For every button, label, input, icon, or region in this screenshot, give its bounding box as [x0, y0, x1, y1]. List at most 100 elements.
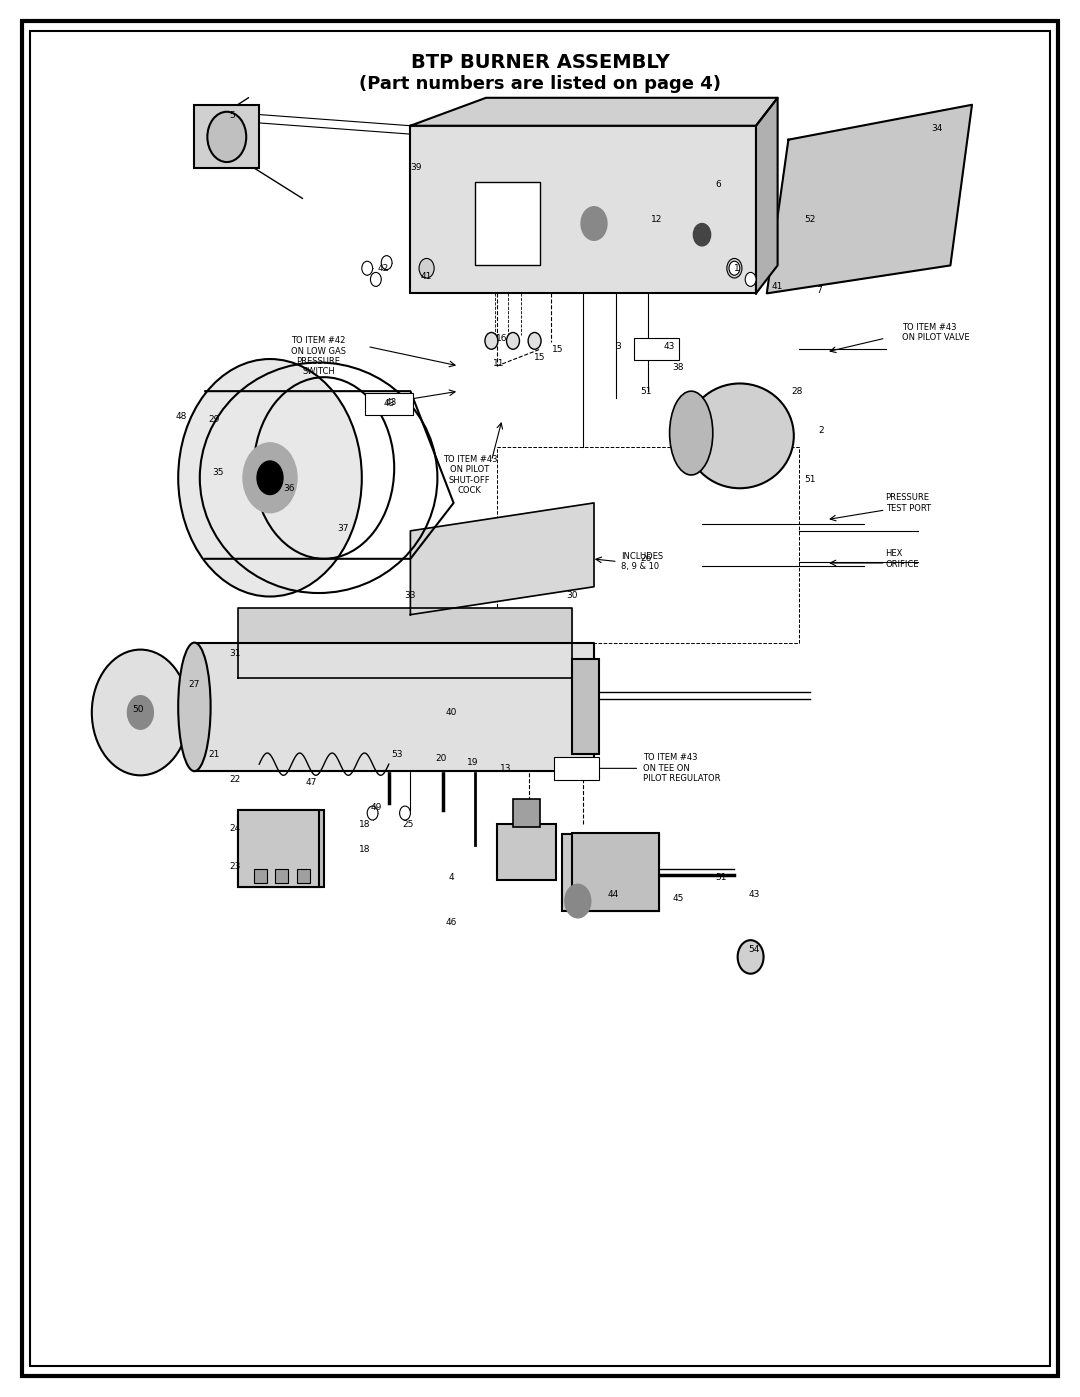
- Polygon shape: [756, 98, 778, 293]
- Text: 41: 41: [421, 272, 432, 281]
- Text: 21: 21: [208, 750, 219, 759]
- Text: 44: 44: [608, 890, 619, 898]
- Circle shape: [207, 112, 246, 162]
- Text: 39: 39: [410, 163, 421, 172]
- Text: 15: 15: [552, 345, 563, 353]
- Circle shape: [693, 224, 711, 246]
- Text: 49: 49: [370, 803, 381, 812]
- Bar: [572, 659, 599, 754]
- Circle shape: [729, 261, 740, 275]
- Polygon shape: [238, 608, 572, 678]
- Text: 51: 51: [805, 475, 815, 483]
- Text: 43: 43: [386, 398, 396, 407]
- Bar: [275, 869, 288, 883]
- Text: 45: 45: [673, 894, 684, 902]
- Circle shape: [727, 258, 742, 278]
- Circle shape: [581, 207, 607, 240]
- Text: 48: 48: [176, 412, 187, 420]
- Bar: [297, 869, 310, 883]
- Text: 29: 29: [208, 415, 219, 423]
- Text: 33: 33: [405, 591, 416, 599]
- Ellipse shape: [670, 391, 713, 475]
- Text: 16: 16: [497, 334, 508, 342]
- Polygon shape: [410, 503, 594, 615]
- Text: 53: 53: [392, 750, 403, 759]
- Text: 36: 36: [284, 485, 295, 493]
- Circle shape: [362, 261, 373, 275]
- Text: 47: 47: [306, 778, 316, 787]
- Bar: [194, 105, 259, 168]
- Ellipse shape: [686, 383, 794, 489]
- Circle shape: [178, 359, 362, 597]
- Ellipse shape: [178, 643, 211, 771]
- Text: 30: 30: [567, 591, 578, 599]
- Text: 28: 28: [792, 387, 802, 395]
- Text: TO ITEM #43
ON PILOT
SHUT-OFF
COCK: TO ITEM #43 ON PILOT SHUT-OFF COCK: [443, 455, 497, 495]
- Circle shape: [485, 332, 498, 349]
- Polygon shape: [194, 643, 594, 771]
- FancyBboxPatch shape: [634, 338, 679, 360]
- Bar: [238, 810, 319, 887]
- Text: 2: 2: [818, 426, 824, 434]
- FancyBboxPatch shape: [365, 393, 413, 415]
- Text: 50: 50: [133, 705, 144, 714]
- Text: 12: 12: [651, 215, 662, 224]
- Bar: [238, 810, 324, 887]
- Polygon shape: [767, 105, 972, 293]
- Circle shape: [367, 806, 378, 820]
- Text: 11: 11: [494, 359, 504, 367]
- Circle shape: [738, 940, 764, 974]
- Text: 51: 51: [640, 387, 651, 395]
- Circle shape: [381, 256, 392, 270]
- Bar: [572, 833, 659, 911]
- Text: 27: 27: [189, 680, 200, 689]
- Text: 38: 38: [673, 363, 684, 372]
- Text: 5: 5: [229, 112, 235, 120]
- Bar: [475, 182, 540, 265]
- Text: 43: 43: [664, 342, 675, 351]
- Text: 3: 3: [615, 342, 621, 351]
- Text: TO ITEM #43
ON TEE ON
PILOT REGULATOR: TO ITEM #43 ON TEE ON PILOT REGULATOR: [643, 753, 720, 784]
- Circle shape: [370, 272, 381, 286]
- Polygon shape: [410, 98, 778, 126]
- Text: 1: 1: [733, 264, 740, 272]
- Bar: [513, 799, 540, 827]
- Text: TO ITEM #42
ON LOW GAS
PRESSURE
SWITCH: TO ITEM #42 ON LOW GAS PRESSURE SWITCH: [292, 337, 346, 376]
- Text: 6: 6: [715, 180, 721, 189]
- Circle shape: [400, 806, 410, 820]
- Text: 26: 26: [640, 555, 651, 563]
- Text: 35: 35: [213, 468, 224, 476]
- Text: 43: 43: [748, 890, 759, 898]
- Text: 13: 13: [500, 764, 511, 773]
- FancyBboxPatch shape: [562, 834, 659, 911]
- Text: 42: 42: [378, 264, 389, 272]
- Bar: [232, 800, 324, 891]
- Circle shape: [243, 443, 297, 513]
- Text: TO ITEM #43
ON PILOT VALVE: TO ITEM #43 ON PILOT VALVE: [902, 323, 970, 342]
- Text: 19: 19: [468, 759, 478, 767]
- Text: 22: 22: [230, 775, 241, 784]
- Text: 4: 4: [448, 873, 455, 882]
- Text: 46: 46: [446, 918, 457, 926]
- FancyBboxPatch shape: [410, 126, 756, 293]
- Text: HEX
ORIFICE: HEX ORIFICE: [886, 549, 919, 569]
- Text: (Part numbers are listed on page 4): (Part numbers are listed on page 4): [359, 75, 721, 92]
- Text: 7: 7: [815, 286, 822, 295]
- FancyBboxPatch shape: [554, 757, 599, 780]
- Circle shape: [419, 258, 434, 278]
- Text: 40: 40: [446, 708, 457, 717]
- Text: 15: 15: [535, 353, 545, 362]
- Text: 41: 41: [772, 282, 783, 291]
- Text: 18: 18: [360, 820, 370, 828]
- Text: 54: 54: [748, 946, 759, 954]
- Text: 20: 20: [435, 754, 446, 763]
- Text: 34: 34: [932, 124, 943, 133]
- Text: 31: 31: [230, 650, 241, 658]
- Text: PRESSURE
TEST PORT: PRESSURE TEST PORT: [886, 493, 931, 513]
- Circle shape: [507, 332, 519, 349]
- Circle shape: [745, 272, 756, 286]
- Text: INCLUDES
8, 9 & 10: INCLUDES 8, 9 & 10: [621, 552, 663, 571]
- Text: 51: 51: [716, 873, 727, 882]
- Circle shape: [257, 461, 283, 495]
- Text: 24: 24: [230, 824, 241, 833]
